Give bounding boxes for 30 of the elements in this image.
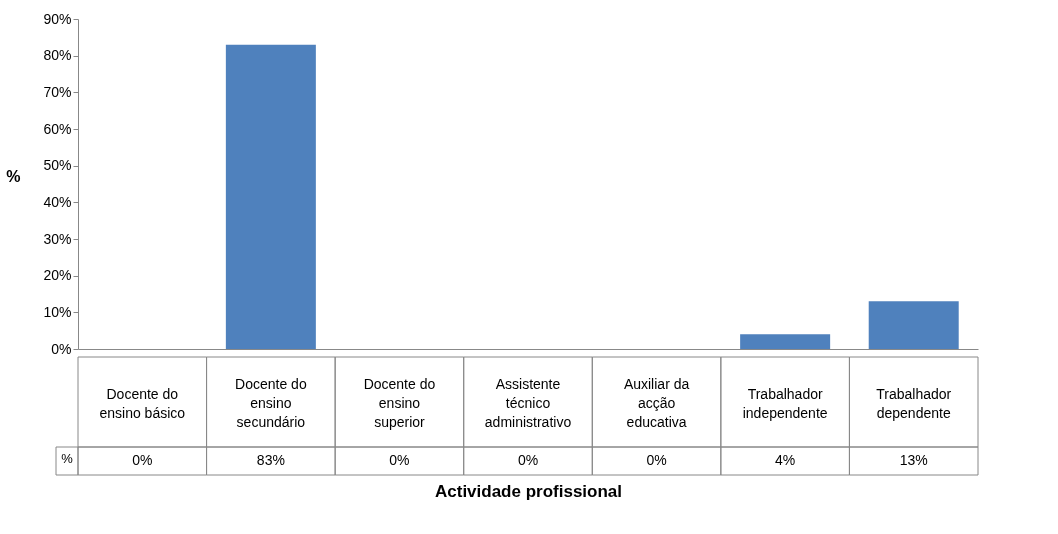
data-label: 0% bbox=[646, 452, 667, 468]
bar bbox=[740, 334, 831, 349]
x-tick-label: Trabalhador independente bbox=[742, 385, 828, 421]
data-label: 0% bbox=[389, 452, 410, 468]
x-tick-label: Trabalhador dependente bbox=[876, 385, 952, 421]
y-tick-label: 30% bbox=[43, 230, 72, 247]
x-tick-label: Assistente técnico administrativo bbox=[484, 376, 572, 430]
y-tick-label: 0% bbox=[51, 340, 72, 357]
y-tick-label: 10% bbox=[43, 303, 72, 320]
x-tick-label: Auxiliar da acção educativa bbox=[623, 376, 690, 430]
y-tick-label: 50% bbox=[43, 157, 72, 174]
bar bbox=[868, 301, 959, 349]
y-axis-title: % bbox=[6, 167, 21, 185]
x-tick-label: Docente do ensino básico bbox=[99, 385, 186, 421]
y-tick-label: 60% bbox=[43, 120, 72, 137]
data-label: 0% bbox=[517, 452, 539, 468]
data-label: 83% bbox=[256, 452, 285, 468]
x-tick-label: Docente do ensino superior bbox=[363, 376, 436, 430]
y-tick-label: 20% bbox=[43, 267, 72, 284]
x-tick-label: Docente do ensino secundário bbox=[235, 376, 307, 430]
y-tick-label: 40% bbox=[43, 193, 72, 210]
data-label: 13% bbox=[899, 452, 928, 468]
y-tick-label: 70% bbox=[43, 83, 72, 100]
y-tick-label: 90% bbox=[43, 10, 72, 27]
x-axis-title: Actividade profissional bbox=[434, 481, 623, 501]
y-tick-label: 80% bbox=[43, 47, 72, 64]
data-label: 4% bbox=[775, 452, 796, 468]
data-label: 0% bbox=[132, 452, 153, 468]
text: % bbox=[61, 451, 74, 466]
bar bbox=[225, 44, 316, 349]
